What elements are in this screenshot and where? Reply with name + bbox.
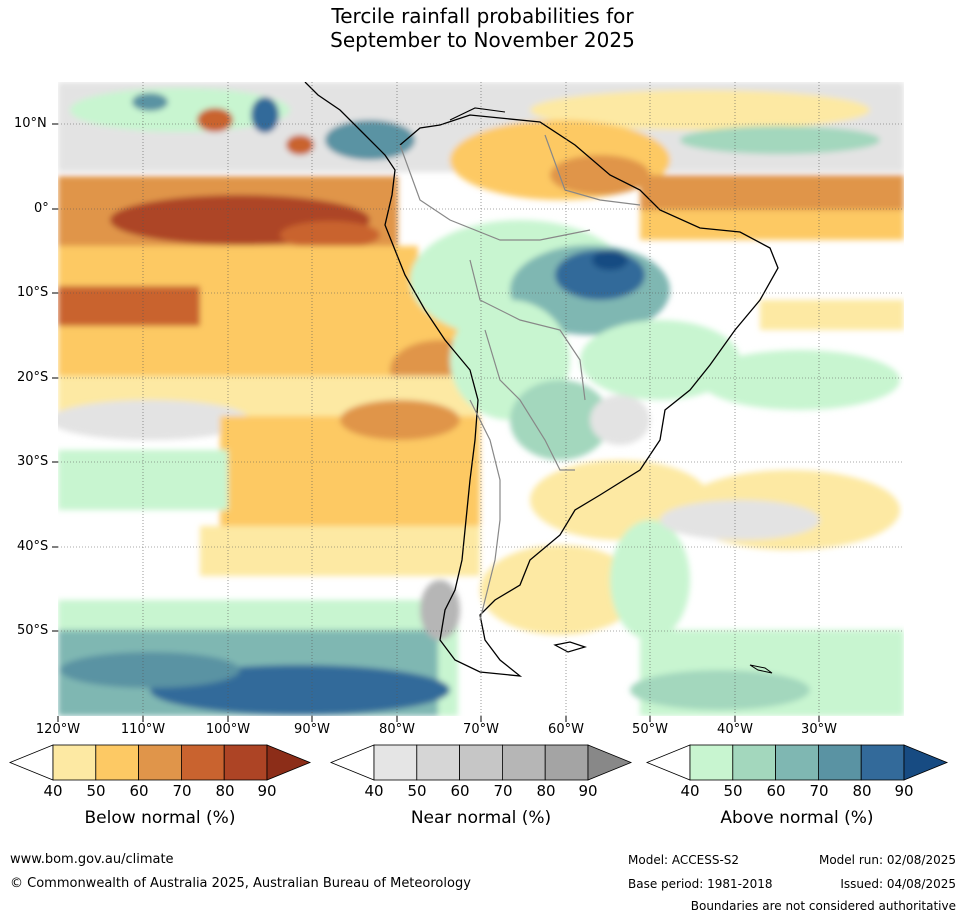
colorbar-near-swatch-60: [459, 744, 503, 781]
colorbar-near-swatch-50: [416, 744, 460, 781]
colorbar-title-above: Above normal (%): [720, 808, 874, 828]
lat-label-10s: 10°S: [17, 285, 49, 300]
colorbar-below-upper-extension: [266, 744, 312, 781]
footer-disclaimer: Boundaries are not considered authoritat…: [690, 899, 956, 913]
cb-below-tick-90: 90: [257, 782, 277, 800]
cb-below-tick-50: 50: [86, 782, 106, 800]
cb-near-tick-40: 40: [364, 782, 384, 800]
map-title: Tercile rainfall probabilities for Septe…: [0, 4, 965, 52]
colorbar-near-normal: [329, 744, 633, 781]
colorbar-below-swatch-80: [223, 744, 268, 781]
footer-issued: Issued: 04/08/2025: [840, 877, 956, 891]
cb-below-tick-70: 70: [172, 782, 192, 800]
title-line-1: Tercile rainfall probabilities for: [331, 4, 634, 28]
lon-label-70w: 70°W: [463, 722, 499, 737]
footer-copyright: © Commonwealth of Australia 2025, Austra…: [10, 876, 471, 891]
title-line-2: September to November 2025: [330, 28, 635, 52]
colorbar-near-swatch-40: [373, 744, 418, 781]
cb-near-tick-50: 50: [407, 782, 427, 800]
lon-label-110w: 110°W: [120, 722, 166, 737]
lon-label-80w: 80°W: [379, 722, 415, 737]
colorbar-above-upper-extension: [903, 744, 949, 781]
colorbar-above-swatch-60: [775, 744, 819, 781]
lon-label-50w: 50°W: [632, 722, 668, 737]
colorbar-below-swatch-40: [52, 744, 97, 781]
footer-base-period: Base period: 1981-2018: [628, 877, 773, 891]
colorbar-near-swatch-70: [501, 744, 546, 781]
probability-field: [58, 82, 904, 716]
lat-label-10n: 10°N: [14, 116, 47, 131]
footer-model: Model: ACCESS-S2: [628, 853, 740, 867]
lon-label-100w: 100°W: [205, 722, 251, 737]
lat-label-30s: 30°S: [17, 454, 49, 469]
cb-above-tick-90: 90: [894, 782, 914, 800]
cb-near-tick-70: 70: [493, 782, 513, 800]
colorbar-below-swatch-60: [138, 744, 182, 781]
footer-url: www.bom.gov.au/climate: [10, 852, 174, 867]
cb-near-tick-80: 80: [536, 782, 556, 800]
colorbar-above-swatch-50: [732, 744, 776, 781]
lon-label-120w: 120°W: [35, 722, 81, 737]
colorbar-below-normal: [8, 744, 312, 781]
colorbar-above-normal: [645, 744, 949, 781]
colorbar-above-swatch-70: [818, 744, 862, 781]
lat-label-0: 0°: [34, 201, 49, 216]
colorbar-title-near: Near normal (%): [410, 808, 552, 828]
cb-above-tick-80: 80: [852, 782, 872, 800]
cb-above-tick-60: 60: [766, 782, 786, 800]
cb-above-tick-70: 70: [809, 782, 829, 800]
graticule: [58, 82, 904, 716]
lon-label-90w: 90°W: [294, 722, 330, 737]
lat-label-40s: 40°S: [17, 539, 49, 554]
lon-label-30w: 30°W: [801, 722, 837, 737]
cb-above-tick-40: 40: [680, 782, 700, 800]
lat-label-20s: 20°S: [17, 370, 49, 385]
cb-above-tick-50: 50: [723, 782, 743, 800]
cb-below-tick-60: 60: [129, 782, 149, 800]
colorbar-below-lower-extension: [8, 744, 54, 781]
lon-label-60w: 60°W: [548, 722, 584, 737]
colorbar-below-swatch-70: [180, 744, 225, 781]
cb-below-tick-40: 40: [43, 782, 63, 800]
colorbar-near-swatch-80: [544, 744, 589, 781]
cb-below-tick-80: 80: [215, 782, 235, 800]
axis-ticks: [52, 123, 820, 722]
colorbar-above-swatch-80: [860, 744, 905, 781]
colorbar-above-lower-extension: [645, 744, 691, 781]
lat-label-50s: 50°S: [17, 623, 49, 638]
colorbar-above-swatch-40: [689, 744, 734, 781]
cb-near-tick-60: 60: [450, 782, 470, 800]
colorbar-near-upper-extension: [587, 744, 633, 781]
colorbar-below-swatch-50: [95, 744, 140, 781]
colorbar-near-lower-extension: [329, 744, 375, 781]
footer-model-run: Model run: 02/08/2025: [818, 853, 956, 867]
lon-label-40w: 40°W: [717, 722, 753, 737]
cb-near-tick-90: 90: [578, 782, 598, 800]
colorbar-title-below: Below normal (%): [84, 808, 236, 828]
